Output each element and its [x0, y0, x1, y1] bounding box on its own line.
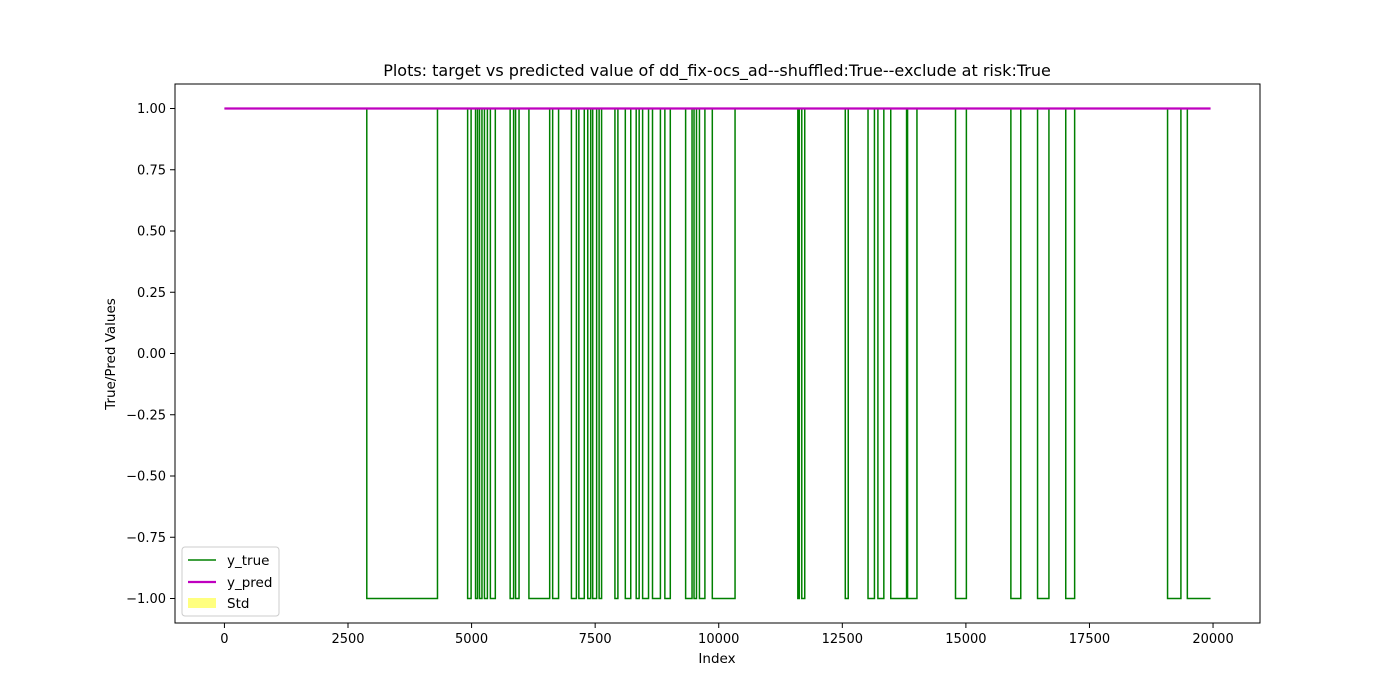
x-tick-label: 17500 — [1069, 632, 1110, 647]
x-tick-label: 0 — [220, 632, 228, 647]
legend: y_true y_pred Std — [181, 546, 280, 617]
x-tick-label: 12500 — [822, 632, 863, 647]
x-tick-label: 5000 — [455, 632, 488, 647]
y-axis-label: True/Pred Values — [103, 298, 119, 411]
y-tick-label: −1.00 — [126, 592, 166, 607]
y-tick-label: 0.25 — [137, 286, 166, 301]
legend-swatch-std — [188, 598, 216, 608]
x-tick-label: 7500 — [579, 632, 612, 647]
y-tick-label: −0.75 — [126, 531, 166, 546]
x-tick-label: 10000 — [698, 632, 739, 647]
x-tick-label: 20000 — [1192, 632, 1233, 647]
y-tick-label: 0.50 — [137, 225, 166, 240]
y-tick-label: 0.75 — [137, 163, 166, 178]
y-tick-label: 1.00 — [137, 102, 166, 117]
x-tick-label: 2500 — [331, 632, 364, 647]
x-axis-label: Index — [698, 651, 735, 667]
y-tick-label: −0.50 — [126, 470, 166, 485]
y-tick-label: 0.00 — [137, 347, 166, 362]
chart-title: Plots: target vs predicted value of dd_f… — [383, 61, 1051, 81]
x-tick-label: 15000 — [945, 632, 986, 647]
x-axis-ticks: 0 2500 5000 7500 10000 12500 15000 17500 20000 — [220, 623, 1234, 647]
legend-label-y-true: y_true — [227, 553, 269, 569]
legend-label-y-pred: y_pred — [227, 575, 272, 591]
legend-label-Std: Std — [227, 596, 249, 612]
y-tick-label: −0.25 — [126, 408, 166, 423]
y-axis-ticks: 1.00 0.75 0.50 0.25 0.00 −0.25 −0.50 −0.75 −1.00 — [126, 102, 175, 607]
series-line-y-true — [224, 107, 1211, 600]
